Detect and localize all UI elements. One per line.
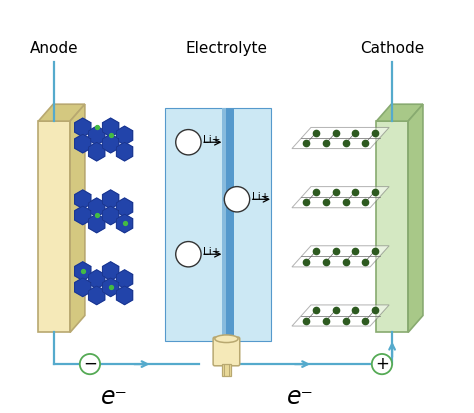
Circle shape (372, 354, 392, 374)
Text: +: + (375, 355, 389, 373)
Polygon shape (89, 142, 105, 161)
Polygon shape (117, 270, 133, 288)
Polygon shape (75, 206, 91, 225)
Circle shape (176, 130, 201, 155)
Polygon shape (117, 214, 133, 233)
Polygon shape (117, 286, 133, 304)
Text: Electrolyte: Electrolyte (185, 40, 267, 56)
Polygon shape (75, 134, 91, 153)
Circle shape (80, 354, 100, 374)
Polygon shape (89, 286, 105, 304)
Text: Anode: Anode (30, 40, 78, 56)
Polygon shape (117, 142, 133, 161)
Bar (222, 109, 234, 341)
Polygon shape (102, 118, 118, 137)
Polygon shape (75, 190, 91, 209)
Polygon shape (292, 305, 389, 326)
Polygon shape (117, 198, 133, 217)
Text: e⁻: e⁻ (101, 385, 128, 408)
Text: Li+: Li+ (203, 247, 220, 257)
Text: Li+: Li+ (203, 135, 220, 145)
Polygon shape (102, 206, 118, 225)
Polygon shape (89, 126, 105, 145)
Polygon shape (102, 190, 118, 209)
Polygon shape (102, 278, 118, 297)
Polygon shape (292, 187, 389, 208)
Bar (222, 109, 226, 341)
Polygon shape (408, 104, 423, 332)
Polygon shape (376, 121, 408, 332)
Polygon shape (292, 128, 389, 149)
Ellipse shape (215, 335, 238, 342)
Polygon shape (38, 104, 85, 121)
Polygon shape (117, 126, 133, 145)
Polygon shape (38, 121, 70, 332)
Polygon shape (376, 104, 423, 121)
Text: Cathode: Cathode (360, 40, 424, 56)
Text: −: − (83, 355, 97, 373)
Polygon shape (89, 198, 105, 217)
Polygon shape (102, 134, 118, 153)
Polygon shape (89, 270, 105, 288)
Circle shape (176, 242, 201, 267)
Circle shape (224, 187, 250, 212)
FancyBboxPatch shape (213, 337, 240, 366)
Polygon shape (75, 278, 91, 297)
Polygon shape (102, 262, 118, 280)
Text: Li+: Li+ (252, 192, 269, 202)
Polygon shape (75, 118, 91, 137)
Polygon shape (75, 262, 91, 280)
Polygon shape (89, 214, 105, 233)
Polygon shape (70, 104, 85, 332)
Bar (165, 109, 271, 341)
Text: e⁻: e⁻ (287, 385, 314, 408)
Bar (222, 364, 231, 376)
Polygon shape (292, 246, 389, 267)
